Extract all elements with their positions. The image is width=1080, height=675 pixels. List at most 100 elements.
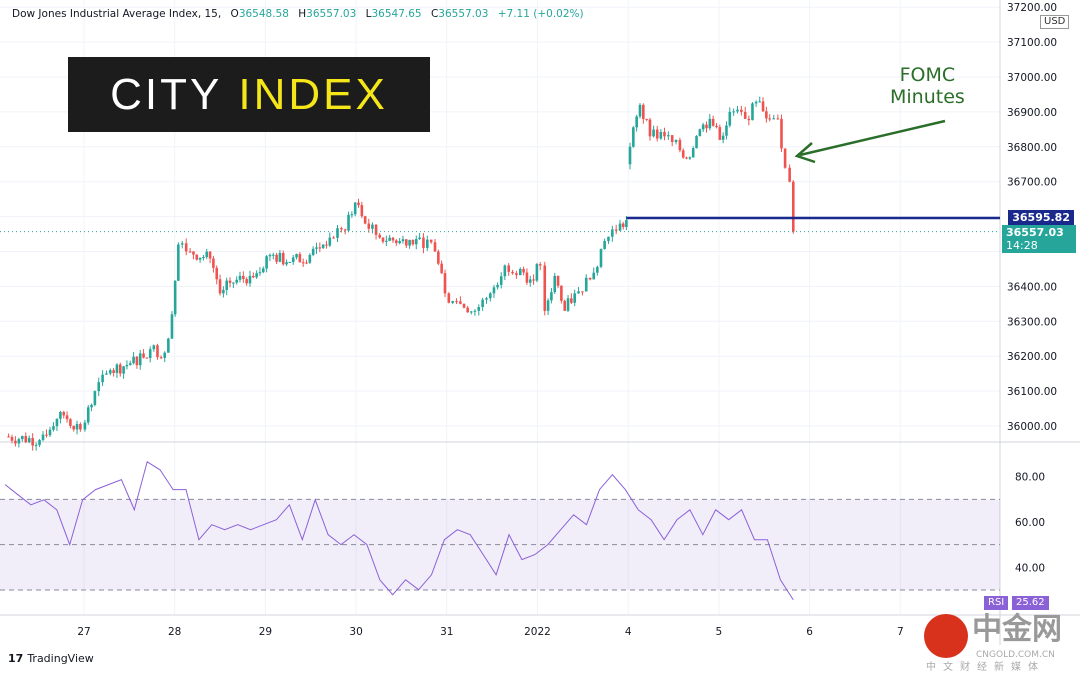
candle-body — [340, 228, 343, 230]
candle-body — [357, 202, 360, 206]
price-tick-label: 36700.00 — [1007, 177, 1057, 189]
candle-body — [132, 356, 135, 364]
price-tick-label: 36900.00 — [1007, 107, 1057, 119]
time-tick-label: 31 — [440, 626, 453, 638]
candle-body — [688, 157, 692, 159]
candle-body — [258, 272, 262, 274]
rsi-tick-label: 60.00 — [1015, 517, 1045, 529]
price-tick-label: 36400.00 — [1007, 281, 1057, 293]
candle-body — [101, 374, 104, 383]
candle-body — [65, 415, 69, 420]
candle-body — [721, 135, 725, 140]
candle-body — [761, 101, 765, 112]
candle-body — [632, 127, 635, 147]
fomc-annotation: FOMC Minutes — [890, 64, 965, 108]
candle-body — [780, 118, 783, 149]
city-index-logo: CITY INDEX — [68, 57, 430, 132]
candle-body — [360, 205, 364, 217]
candle-body — [205, 251, 209, 257]
candle-body — [570, 298, 573, 303]
candle-body — [252, 275, 255, 278]
candle-body — [401, 239, 405, 242]
candle-body — [443, 273, 447, 294]
candle-body — [440, 263, 443, 274]
candle-body — [374, 224, 378, 235]
candle-body — [625, 220, 628, 228]
candle-body — [728, 111, 732, 126]
candle-body — [177, 244, 180, 281]
tv-icon: 17 — [8, 652, 24, 665]
candle-body — [45, 434, 48, 436]
candle-body — [462, 303, 466, 308]
candle-body — [347, 214, 350, 231]
candle-body — [218, 279, 222, 294]
candle-body — [538, 264, 542, 266]
candle-body — [122, 366, 125, 374]
close-label: C — [430, 8, 439, 20]
candle-body — [69, 419, 72, 426]
price-tick-label: 37200.00 — [1007, 2, 1057, 14]
candle-body — [408, 239, 411, 246]
cngold-watermark: 中金网 CNGOLD.COM.CN 中文财经新媒体 — [920, 600, 1080, 675]
candle-body — [768, 118, 771, 120]
candle-body — [170, 314, 174, 339]
high-value: 36557.03 — [306, 8, 357, 20]
candle-body — [55, 418, 59, 427]
candle-body — [173, 280, 177, 315]
cngold-name: 中金网 — [972, 612, 1062, 647]
candle-body — [222, 289, 225, 294]
candle-body — [336, 228, 339, 238]
candle-body — [503, 265, 507, 277]
candle-body — [577, 291, 580, 294]
candle-body — [447, 293, 451, 303]
candle-body — [648, 119, 652, 137]
candle-body — [596, 266, 599, 273]
candle-body — [180, 243, 184, 245]
time-tick-label: 7 — [897, 626, 904, 638]
candle-body — [740, 109, 743, 112]
candle-body — [212, 258, 215, 268]
candle-body — [145, 357, 149, 359]
candle-body — [367, 223, 371, 229]
candle-body — [391, 237, 395, 241]
candle-body — [614, 229, 618, 231]
candle-body — [208, 251, 212, 259]
candle-body — [566, 298, 570, 311]
candle-body — [678, 139, 682, 151]
candle-body — [48, 429, 52, 436]
candle-body — [584, 277, 588, 292]
candle-body — [695, 136, 698, 149]
candle-body — [109, 370, 112, 374]
currency-badge[interactable]: USD — [1040, 15, 1070, 29]
candle-body — [93, 391, 97, 405]
candle-body — [437, 251, 440, 264]
candle-body — [736, 109, 739, 112]
candle-body — [701, 124, 705, 130]
candle-body — [10, 436, 14, 441]
candle-body — [385, 240, 388, 242]
candle-body — [86, 407, 90, 423]
candle-body — [422, 237, 425, 248]
candle-body — [451, 301, 454, 303]
candle-body — [152, 345, 156, 350]
candle-body — [142, 353, 145, 358]
candle-body — [75, 424, 79, 430]
candle-body — [83, 422, 87, 430]
candle-body — [667, 135, 670, 137]
candle-body — [192, 251, 195, 255]
candle-body — [550, 292, 553, 301]
candle-body — [772, 118, 776, 120]
candle-body — [691, 148, 695, 158]
candle-body — [765, 111, 768, 119]
candle-body — [163, 352, 167, 358]
symbol-label: Dow Jones Industrial Average Index, 15, — [12, 8, 222, 20]
candle-body — [489, 293, 492, 299]
candle-body — [371, 224, 374, 229]
candle-body — [278, 252, 282, 262]
tradingview-logo[interactable]: 17 TradingView — [8, 652, 94, 665]
candle-body — [674, 139, 678, 142]
candle-body — [751, 103, 754, 121]
candle-body — [511, 271, 514, 274]
last-price-tag: 36557.03 14:28 — [1002, 225, 1076, 253]
candle-body — [281, 252, 285, 265]
